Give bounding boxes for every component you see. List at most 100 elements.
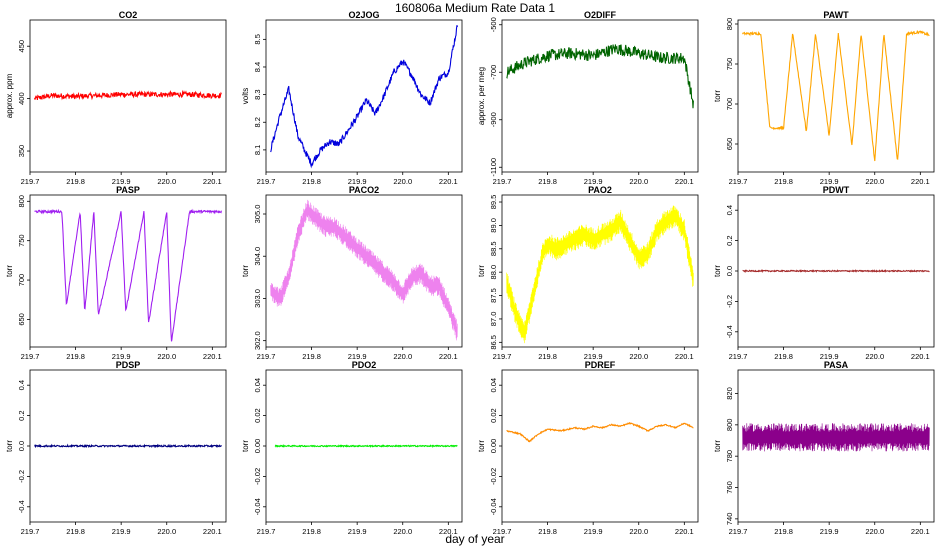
y-tick-label: 820: [725, 387, 734, 400]
y-tick-label: 650: [17, 313, 26, 326]
x-tick-label: 220.1: [439, 527, 458, 536]
x-tick-label: 219.9: [112, 527, 131, 536]
y-tick-label: 800: [17, 195, 26, 208]
y-tick-label: 8.2: [253, 117, 262, 127]
y-tick-label: -700: [489, 65, 498, 80]
x-tick-label: 220.0: [865, 527, 884, 536]
y-tick-label: 0.4: [17, 380, 26, 390]
series-line-pdo2: [274, 443, 458, 448]
panel-title-pdo2: PDO2: [352, 360, 377, 370]
panel-o2diff: O2DIFF approx. per meg 219.7 219.8 219.9 220.…: [477, 10, 699, 186]
x-tick-label: 220.0: [393, 352, 412, 361]
x-tick-label: 219.8: [66, 177, 85, 186]
x-tick-label: 220.1: [439, 352, 458, 361]
y-tick-label: 89.0: [489, 218, 498, 233]
panel-pdref: PDREF torr 219.7 219.8 219.9 220.0 220.1 -0.04 -…: [477, 360, 699, 536]
x-tick-label: 220.0: [629, 352, 648, 361]
y-tick-label: 800: [725, 419, 734, 432]
x-tick-label: 219.7: [493, 352, 512, 361]
panel-pao2: PAO2 torr 219.7 219.8 219.9 220.0 220.1 86.5 87.…: [477, 185, 699, 361]
y-tick-label: 0.04: [253, 378, 262, 393]
x-tick-label: 220.0: [157, 527, 176, 536]
y-tick-label: 86.5: [489, 335, 498, 350]
panel-co2: CO2 approx. ppm 219.7 219.8 219.9 220.0 220.1 3…: [5, 10, 227, 186]
y-tick-label: -0.02: [253, 468, 262, 485]
series-line-co2: [34, 89, 222, 101]
y-tick-label: 303.0: [253, 289, 262, 308]
y-axis-label-pasa: torr: [713, 440, 722, 452]
y-tick-label: 305.0: [253, 205, 262, 224]
figure-title: 160806a Medium Rate Data 1: [395, 1, 555, 15]
y-tick-label: 88.0: [489, 265, 498, 280]
x-tick-label: 219.8: [774, 177, 793, 186]
y-tick-label: -0.4: [17, 500, 26, 513]
y-tick-label: 350: [17, 145, 26, 158]
x-tick-label: 219.8: [302, 177, 321, 186]
series-line-pdwt: [742, 269, 930, 273]
x-tick-label: 219.8: [66, 352, 85, 361]
series-line-pasp: [34, 208, 222, 342]
x-tick-label: 220.0: [393, 177, 412, 186]
x-tick-label: 220.1: [203, 527, 222, 536]
series-line-pdref: [506, 422, 694, 443]
x-tick-label: 219.8: [538, 352, 557, 361]
panel-title-paco2: PACO2: [349, 185, 379, 195]
x-tick-label: 219.9: [348, 177, 367, 186]
y-tick-label: 8.1: [253, 145, 262, 155]
x-tick-label: 220.0: [629, 527, 648, 536]
y-axis-label-pdo2: torr: [241, 440, 250, 452]
panel-title-pdsp: PDSP: [116, 360, 141, 370]
x-axis-label: day of year: [445, 532, 504, 546]
y-tick-label: 700: [17, 274, 26, 287]
x-tick-label: 219.9: [584, 177, 603, 186]
y-tick-label: 0.00: [489, 439, 498, 454]
y-tick-label: 760: [725, 481, 734, 494]
plot-frame-o2jog: [265, 19, 463, 173]
x-tick-label: 219.8: [302, 527, 321, 536]
x-tick-label: 220.1: [911, 352, 930, 361]
x-tick-label: 219.9: [584, 352, 603, 361]
panel-title-co2: CO2: [119, 10, 138, 20]
y-axis-label-pdref: torr: [477, 440, 486, 452]
x-tick-label: 219.9: [112, 352, 131, 361]
y-tick-label: 8.3: [253, 89, 262, 99]
y-tick-label: 0.04: [489, 378, 498, 393]
y-axis-label-o2jog: volts: [241, 88, 250, 104]
x-tick-label: 219.8: [302, 352, 321, 361]
y-axis-label-paco2: torr: [241, 265, 250, 277]
x-tick-label: 219.7: [493, 177, 512, 186]
x-tick-label: 219.9: [820, 527, 839, 536]
plot-frame-pdref: [501, 369, 699, 523]
series-line-pao2: [506, 205, 694, 344]
y-tick-label: 0.2: [725, 235, 734, 245]
panel-title-pawt: PAWT: [823, 10, 849, 20]
y-axis-label-pdsp: torr: [5, 440, 14, 452]
y-tick-label: -0.02: [489, 468, 498, 485]
series-line-pdsp: [34, 443, 222, 449]
x-tick-label: 220.1: [439, 177, 458, 186]
x-tick-label: 219.9: [348, 352, 367, 361]
x-tick-label: 219.7: [21, 352, 40, 361]
y-tick-label: -0.04: [489, 498, 498, 515]
x-tick-label: 220.0: [865, 177, 884, 186]
x-tick-label: 219.7: [257, 527, 276, 536]
x-tick-label: 220.0: [629, 177, 648, 186]
x-tick-label: 220.1: [911, 527, 930, 536]
x-tick-label: 219.9: [820, 352, 839, 361]
y-tick-label: 0.4: [725, 205, 734, 215]
panel-grid: CO2 approx. ppm 219.7 219.8 219.9 220.0 220.1 3…: [5, 10, 935, 536]
y-tick-label: 87.5: [489, 288, 498, 303]
x-tick-label: 220.1: [675, 177, 694, 186]
x-tick-label: 220.1: [675, 352, 694, 361]
panel-pdwt: PDWT torr 219.7 219.8 219.9 220.0 220.1 -0.4 -0.…: [713, 185, 935, 361]
x-tick-label: 219.8: [538, 177, 557, 186]
plot-frame-pao2: [501, 194, 699, 348]
y-tick-label: 88.5: [489, 241, 498, 256]
plot-frame-pasa: [737, 369, 935, 523]
y-axis-label-pdwt: torr: [713, 265, 722, 277]
series-line-o2diff: [506, 44, 694, 109]
series-line-pasa: [742, 423, 930, 452]
x-tick-label: 219.7: [257, 352, 276, 361]
x-tick-label: 219.7: [21, 177, 40, 186]
plot-frame-paco2: [265, 194, 463, 348]
